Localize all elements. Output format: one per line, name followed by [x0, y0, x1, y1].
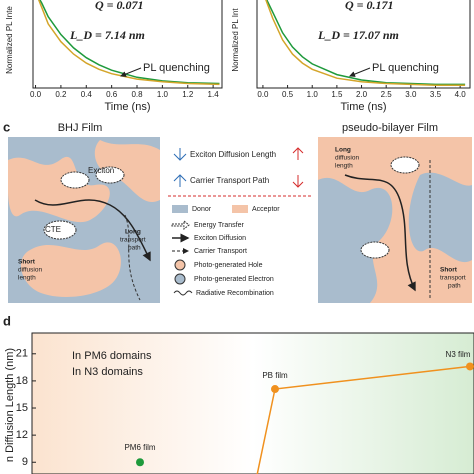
exciton — [360, 241, 390, 259]
x-tick-label: 0.2 — [55, 90, 67, 99]
donor-swatch — [172, 205, 188, 213]
electron-swatch — [174, 273, 186, 285]
film-title: pseudo-bilayer Film — [342, 122, 438, 134]
cte — [43, 220, 77, 240]
legend-label: Acceptor — [252, 206, 280, 213]
x-tick-label: 2.0 — [356, 90, 368, 99]
annotation: PL quenching — [372, 62, 439, 74]
diagram-label: path — [448, 283, 461, 290]
x-tick-label: 4.0 — [455, 90, 467, 99]
point-label: N3 film — [446, 350, 471, 359]
radiative-swatch — [173, 290, 193, 296]
x-tick-label: 1.4 — [208, 90, 220, 99]
x-tick-label: 2.5 — [381, 90, 393, 99]
y-axis-label: Normalized PL Int — [231, 8, 240, 72]
diagram-label: Long — [125, 229, 141, 236]
acceptor-swatch — [232, 205, 248, 213]
hole-swatch — [174, 259, 186, 271]
x-tick-label: 3.5 — [430, 90, 442, 99]
diagram-label: transport — [120, 237, 146, 244]
down-arrow — [173, 148, 187, 161]
legend-label: Energy Transfer — [194, 222, 244, 229]
legend-label: Donor — [192, 206, 212, 213]
y-axis-label: n Diffusion Length (nm) — [4, 348, 16, 462]
annotation: L_D = 17.07 nm — [317, 28, 399, 42]
annotation-arrow — [349, 67, 371, 77]
x-tick-label: 1.0 — [157, 90, 169, 99]
legend-label: Carrier Transport — [194, 248, 247, 255]
diagram-label: Short — [440, 267, 458, 274]
x-tick-label: 0.4 — [81, 90, 93, 99]
comparison: Exciton Diffusion Length — [190, 150, 276, 159]
point — [271, 385, 279, 394]
comparison: Carrier Transport Path — [190, 176, 269, 185]
point — [136, 458, 144, 467]
y-axis-label: Normalized PL Inte — [5, 6, 14, 74]
annotation: L_D = 7.14 nm — [69, 28, 145, 42]
annotation: Q = 0.071 — [95, 0, 144, 12]
diagram-label: Exciton — [88, 166, 114, 175]
decay-curve — [265, 0, 466, 87]
diagram-label: transport — [440, 275, 466, 282]
legend-label: Photo-generated Hole — [194, 262, 263, 269]
diagram-label: length — [18, 275, 36, 282]
point-label: PM6 film — [124, 443, 155, 452]
x-tick-label: 0.8 — [131, 90, 143, 99]
diagram — [8, 137, 472, 303]
exciton-path — [34, 199, 151, 262]
annotation: Q = 0.171 — [345, 0, 394, 12]
plot-frame — [256, 0, 471, 89]
diagram-label: Short — [18, 259, 36, 266]
panel-label: c — [3, 119, 10, 134]
legend-label: In PM6 domains — [72, 350, 152, 362]
y-tick-label: 9 — [22, 456, 28, 468]
x-tick-label: 3.0 — [405, 90, 417, 99]
diagram-label: CTE — [45, 225, 61, 234]
point — [466, 362, 474, 371]
x-tick-label: 0.6 — [106, 90, 118, 99]
diagram-label: diffusion — [335, 155, 359, 162]
up-arrow — [292, 147, 304, 160]
x-tick-label: 0.0 — [257, 90, 269, 99]
diagram-label: length — [335, 163, 353, 170]
film-title: BHJ Film — [58, 122, 103, 134]
legend-label: In N3 domains — [72, 366, 143, 378]
x-tick-label: 0.0 — [30, 90, 42, 99]
x-tick-label: 1.5 — [331, 90, 343, 99]
legend-label: Photo-generated Electron — [194, 276, 274, 283]
plot-frame — [32, 0, 223, 89]
exciton-path — [344, 174, 416, 292]
x-tick-label: 1.0 — [307, 90, 319, 99]
y-tick-label: 15 — [16, 402, 28, 414]
up-arrow — [173, 174, 187, 187]
panel-label: d — [3, 313, 11, 328]
exciton — [95, 166, 125, 184]
down-arrow — [292, 175, 304, 188]
y-tick-label: 21 — [16, 348, 28, 360]
y-tick-label: 18 — [16, 375, 28, 387]
energy-swatch — [171, 219, 190, 231]
decay-curve — [37, 0, 220, 86]
x-axis-label: Time (ns) — [104, 101, 150, 113]
legend-label: Radiative Recombination — [196, 290, 274, 297]
background — [31, 332, 474, 474]
transport-path — [124, 214, 141, 301]
x-tick-label: 0.5 — [282, 90, 294, 99]
diagram-label: Long — [335, 147, 351, 154]
exciton — [60, 171, 90, 189]
annotation-arrow — [120, 67, 142, 77]
annotation: PL quenching — [143, 62, 210, 74]
decay-curve — [39, 0, 220, 85]
exciton — [390, 156, 420, 174]
decay-curve — [266, 0, 466, 86]
x-axis-label: Time (ns) — [340, 101, 386, 113]
x-tick-label: 1.2 — [182, 90, 194, 99]
legend-label: Exciton Diffusion — [194, 235, 246, 242]
diagram-label: path — [128, 245, 141, 252]
point-label: PB film — [262, 371, 288, 380]
diagram-label: diffusion — [18, 267, 42, 274]
y-tick-label: 12 — [16, 429, 28, 441]
pb-donor — [318, 172, 472, 303]
